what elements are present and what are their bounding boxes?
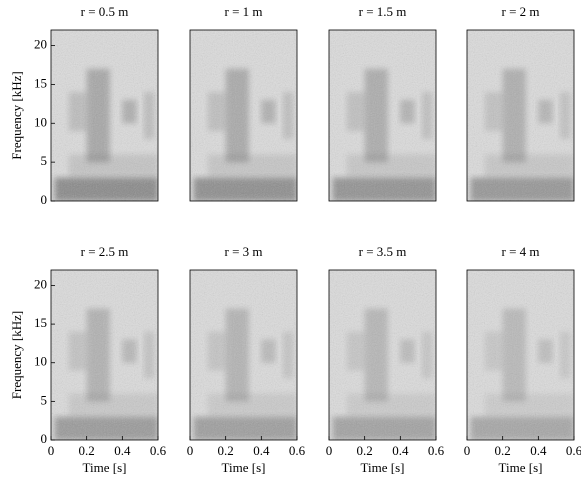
x-tick-label: 0.4 <box>530 443 547 458</box>
x-tick-label: 0.6 <box>566 443 581 458</box>
x-tick-label: 0 <box>48 443 55 458</box>
axes-frame <box>328 29 437 202</box>
axes-frame <box>328 269 437 441</box>
panel: r = 0.5 m 0 5 10 15 20 Frequency [kHz] <box>9 4 159 207</box>
x-axis-label: Time [s] <box>222 460 266 475</box>
axes-frame <box>466 29 575 202</box>
x-tick-label: 0.4 <box>253 443 270 458</box>
y-tick-label: 20 <box>34 37 47 52</box>
axes-frame <box>189 269 298 441</box>
panel-title: r = 0.5 m <box>81 4 129 19</box>
y-tick-label: 10 <box>34 354 47 369</box>
panel: r = 2.5 m 0 5 10 15 20 0 0.2 0.4 0.6 Time [s] Frequ… <box>9 244 167 475</box>
axes-frame <box>189 29 298 202</box>
x-axis-label: Time [s] <box>361 460 405 475</box>
panel-title: r = 4 m <box>501 244 539 259</box>
axes-frame <box>50 29 159 202</box>
axes-frame <box>466 269 575 441</box>
spectrogram-image <box>467 270 574 440</box>
x-axis-label: Time [s] <box>499 460 543 475</box>
x-tick-label: 0.6 <box>428 443 445 458</box>
y-tick-label: 5 <box>41 392 48 407</box>
spectrogram-image <box>51 270 158 440</box>
panel-title: r = 2 m <box>501 4 539 19</box>
y-tick-label: 20 <box>34 276 47 291</box>
spectrogram-image <box>51 30 158 201</box>
axes-frame <box>50 269 159 441</box>
panel-title: r = 3 m <box>224 244 262 259</box>
y-tick-label: 15 <box>34 315 47 330</box>
panel: r = 2 m <box>466 4 575 202</box>
x-axis-label: Time [s] <box>83 460 127 475</box>
spectrogram-image <box>329 30 436 201</box>
y-tick-label: 0 <box>41 192 48 207</box>
y-tick-label: 0 <box>41 431 48 446</box>
x-tick-label: 0.2 <box>79 443 95 458</box>
spectrogram-image <box>467 30 574 201</box>
panel-title: r = 1.5 m <box>359 4 407 19</box>
panel: r = 3 m 0 0.2 0.4 0.6 Time [s] <box>187 244 306 475</box>
x-tick-label: 0.2 <box>495 443 511 458</box>
x-tick-label: 0.4 <box>114 443 131 458</box>
panel: r = 1 m <box>189 4 298 202</box>
x-tick-label: 0 <box>187 443 194 458</box>
y-tick-label: 10 <box>34 114 47 129</box>
spectrogram-image <box>190 270 297 440</box>
x-tick-label: 0.6 <box>150 443 167 458</box>
x-tick-label: 0.2 <box>357 443 373 458</box>
y-tick-label: 5 <box>41 153 48 168</box>
panel-title: r = 3.5 m <box>359 244 407 259</box>
spectrogram-image <box>329 270 436 440</box>
x-tick-label: 0.6 <box>289 443 306 458</box>
panel: r = 4 m 0 0.2 0.4 0.6 Time [s] <box>464 244 581 475</box>
x-tick-label: 0.4 <box>392 443 409 458</box>
panel: r = 3.5 m 0 0.2 0.4 0.6 Time [s] <box>326 244 445 475</box>
x-tick-label: 0 <box>326 443 333 458</box>
y-axis-label: Frequency [kHz] <box>9 71 24 159</box>
panel-title: r = 1 m <box>224 4 262 19</box>
y-tick-label: 15 <box>34 75 47 90</box>
x-tick-label: 0.2 <box>218 443 234 458</box>
x-tick-label: 0 <box>464 443 471 458</box>
panel: r = 1.5 m <box>328 4 437 202</box>
panel-title: r = 2.5 m <box>81 244 129 259</box>
spectrogram-image <box>190 30 297 201</box>
y-axis-label: Frequency [kHz] <box>9 311 24 399</box>
